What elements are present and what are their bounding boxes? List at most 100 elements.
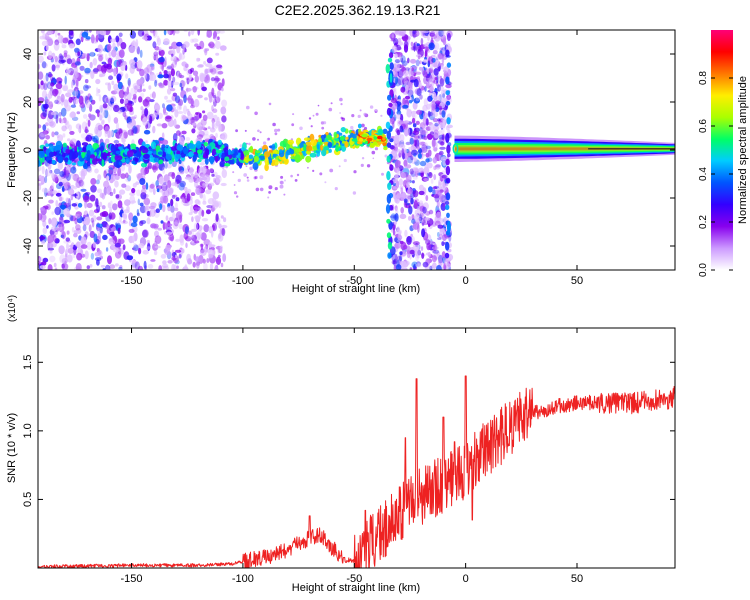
noise-blob [392,120,395,129]
noise-blob [125,73,129,79]
x-tick-label: 0 [463,275,469,287]
noise-blob [434,77,438,81]
signal-blob [90,147,95,156]
noise-blob [69,112,75,118]
noise-blob [199,174,205,181]
artifact-blob [385,63,390,74]
noise-blob [155,53,159,62]
noise-blob [183,203,190,207]
noise-blob [391,260,396,265]
noise-blob [119,98,125,104]
noise-blob [41,261,47,266]
noise-blob [215,175,222,184]
noise-blob [44,32,50,41]
noise-blob [442,233,447,241]
noise-blob [97,227,104,235]
snr-y-label: SNR (10 * v/v) [6,413,18,483]
noise-blob [203,224,210,233]
noise-blob [400,172,406,179]
noise-blob [400,267,408,270]
noise-blob [422,104,428,112]
noise-blob [103,63,109,69]
noise-blob [118,247,124,255]
noise-blob [114,242,122,248]
noise-blob [154,240,157,245]
noise-blob [86,241,93,250]
x-tick-label: -150 [121,275,143,287]
noise-blob [221,78,225,87]
noise-blob [122,244,126,251]
noise-blob [124,64,128,71]
noise-blob [259,175,264,180]
noise-blob [188,230,195,239]
noise-blob [38,124,42,129]
noise-blob [82,114,88,119]
noise-blob [149,30,155,34]
noise-blob [57,161,63,170]
noise-blob [50,111,57,116]
noise-blob [412,30,420,37]
noise-blob [143,197,151,206]
noise-blob [96,188,103,194]
noise-blob [447,153,451,158]
noise-blob [437,84,441,92]
noise-blob [64,185,68,190]
noise-blob [410,197,414,205]
noise-blob [161,123,168,129]
signal-blob [38,150,45,159]
noise-blob [439,78,445,87]
noise-blob [211,120,215,130]
colorbar-label: Normalized spectral amplitude [737,76,749,224]
noise-blob [143,67,150,75]
noise-blob [38,213,43,221]
noise-blob [249,166,253,171]
noise-blob [438,134,445,140]
noise-blob [437,237,442,241]
noise-blob [166,104,173,112]
noise-blob [172,76,176,83]
noise-blob [72,173,80,182]
noise-blob [87,167,93,173]
noise-blob [115,194,120,199]
noise-blob [338,165,341,168]
noise-blob [408,146,414,150]
noise-blob [39,132,46,138]
noise-blob [138,243,145,249]
signal-blob [377,135,383,140]
noise-blob [446,32,451,42]
signal-blob [345,136,349,140]
artifact-blob [386,232,392,239]
noise-blob [158,137,165,141]
noise-blob [154,235,162,245]
noise-blob [171,249,175,259]
noise-blob [420,167,424,173]
noise-blob [158,176,164,185]
noise-blob [175,197,180,202]
noise-blob [126,255,134,261]
noise-blob [38,184,42,191]
signal-blob [358,131,364,135]
artifact-blob [389,164,394,171]
noise-blob [434,134,439,139]
noise-blob [107,82,112,92]
noise-blob [317,104,320,107]
noise-blob [80,244,88,249]
signal-blob [271,143,276,151]
noise-blob [117,81,123,90]
noise-blob [199,74,205,82]
noise-blob [131,187,136,194]
noise-blob [92,242,97,248]
noise-blob [415,59,420,67]
noise-blob [95,93,100,97]
noise-blob [439,146,446,150]
noise-blob [104,125,110,134]
noise-blob [83,195,90,203]
noise-blob [84,126,88,134]
noise-blob [434,164,441,170]
noise-blob [409,249,415,255]
noise-blob [442,93,445,99]
noise-blob [74,214,81,219]
noise-blob [38,213,45,221]
noise-blob [139,205,147,214]
noise-blob [404,95,411,100]
